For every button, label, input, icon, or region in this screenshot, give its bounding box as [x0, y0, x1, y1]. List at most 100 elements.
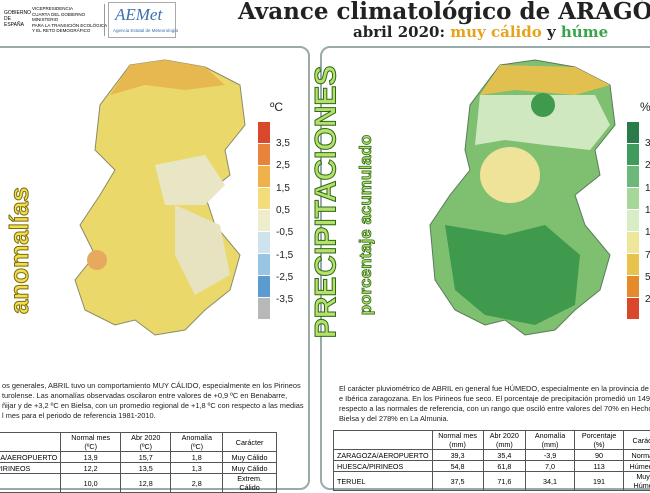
header-cell: Caráct — [624, 431, 650, 450]
legend-swatch — [258, 232, 270, 253]
legend-swatch — [627, 144, 639, 165]
header-cell: Porcentaje (%) — [574, 431, 623, 450]
legend-swatch — [627, 188, 639, 209]
cell: ZA/AEROPUERTO — [0, 452, 61, 463]
legend-label: -0,5 — [276, 227, 293, 238]
header-cell: Carácter — [223, 433, 277, 452]
temperature-text: os generales, ABRIL tuvo un comportamien… — [2, 381, 304, 421]
cell: Extrem. Cálido — [223, 474, 277, 493]
cell: 1,8 — [171, 452, 223, 463]
text-line: turolense. Las anomalías observadas osci… — [2, 391, 304, 401]
text-line: Bielsa y del 278% en La Almunia. — [339, 414, 650, 424]
cell: TERUEL — [334, 472, 433, 491]
cell: 71,6 — [483, 472, 526, 491]
text-line: l mes para el periodo de referencia 1981… — [2, 411, 304, 421]
cell: 113 — [574, 461, 623, 472]
subtitle-c: y — [547, 23, 556, 41]
unit: ºC — [270, 100, 283, 114]
legend-swatch — [258, 298, 270, 319]
legend-swatch — [258, 254, 270, 275]
title: Avance climatológico de ARAGÓ — [238, 0, 650, 25]
precipitation-table: Normal mes (mm)Abr 2020 (mm)Anomalía (mm… — [333, 430, 650, 491]
header-cell: Normal mes (ºC) — [61, 433, 121, 452]
unit: % — [640, 100, 650, 114]
legend-label: 3 — [645, 138, 650, 149]
header-cell: Normal mes (mm) — [432, 431, 483, 450]
precipitation-map — [425, 55, 625, 345]
region-shape — [75, 60, 245, 335]
legend-swatch — [627, 166, 639, 187]
legend-swatch — [258, 144, 270, 165]
side-label: anomalías — [4, 187, 35, 314]
legend-swatch — [627, 210, 639, 231]
header-cell — [0, 433, 61, 452]
text-line: respecto a las normales de referencia, c… — [339, 404, 650, 414]
side-label: PRECIPITACIONES — [309, 66, 343, 339]
legend-label: 2 — [645, 160, 650, 171]
cell: Muy Cálido — [223, 452, 277, 463]
cell: 12,8 — [121, 474, 171, 493]
header-cell: Anomalía (ºC) — [171, 433, 223, 452]
legend-label: 2,5 — [276, 160, 290, 171]
text-line: ñijar y de +3,2 ºC en Bielsa, con un pro… — [2, 401, 304, 411]
legend-label: 2 — [645, 294, 650, 305]
table-header: Normal mes (mm)Abr 2020 (mm)Anomalía (mm… — [334, 431, 650, 450]
cell: 90 — [574, 450, 623, 461]
cell — [0, 474, 61, 493]
subtitle-d: húme — [561, 23, 608, 41]
legend-label: 1 — [645, 227, 650, 238]
legend-label: 3,5 — [276, 138, 290, 149]
table-header: Normal mes (ºC)Abr 2020 (ºC)Anomalía (ºC… — [0, 433, 277, 452]
subtitle: abril 2020: muy cálido y húme — [353, 23, 608, 41]
cell: 35,4 — [483, 450, 526, 461]
cell: 54,8 — [432, 461, 483, 472]
legend-swatch — [627, 232, 639, 253]
cell: 34,1 — [526, 472, 575, 491]
legend-swatch — [627, 298, 639, 319]
gov: GOBIERNO DE ESPAÑA — [4, 10, 26, 28]
legend-swatch — [258, 122, 270, 143]
cell: 7,0 — [526, 461, 575, 472]
legend-label: -1,5 — [276, 250, 293, 261]
cell: -3,9 — [526, 450, 575, 461]
header-cell: Abr 2020 (ºC) — [121, 433, 171, 452]
logo-sub: Agencia Estatal de Meteorología — [113, 28, 178, 33]
gov-line: Y EL RETO DEMOGRÁFICO — [32, 28, 107, 34]
legend-label: -2,5 — [276, 272, 293, 283]
legend-label: 7 — [645, 250, 650, 261]
wet-spot — [531, 93, 555, 117]
legend-label: 5 — [645, 272, 650, 283]
text-line: El carácter pluviométrico de ABRIL en ge… — [339, 384, 650, 394]
temperature-map — [55, 55, 255, 345]
cell: 13,9 — [61, 452, 121, 463]
legend-swatch — [627, 122, 639, 143]
cell: 15,7 — [121, 452, 171, 463]
cell: Normal — [624, 450, 650, 461]
legend-swatch — [258, 188, 270, 209]
cell: 61,8 — [483, 461, 526, 472]
legend-label: -3,5 — [276, 294, 293, 305]
cell: PIRINEOS — [0, 463, 61, 474]
header-cell — [334, 431, 433, 450]
cell: 39,3 — [432, 450, 483, 461]
cell: ZARAGOZA/AEROPUERTO — [334, 450, 433, 461]
north-zone — [480, 65, 610, 95]
temperature-table: Normal mes (ºC)Abr 2020 (ºC)Anomalía (ºC… — [0, 432, 277, 493]
legend-label: 1 — [645, 183, 650, 194]
cell: 191 — [574, 472, 623, 491]
side-sub: porcentaje acumulado — [356, 135, 376, 315]
cell: 1,3 — [171, 463, 223, 474]
cell: Muy Cálido — [223, 463, 277, 474]
legend-label: 0,5 — [276, 205, 290, 216]
aemet-logo: AEMet Agencia Estatal de Meteorología — [108, 2, 176, 38]
dry-zone — [480, 147, 540, 203]
legend-swatch — [627, 254, 639, 275]
cell: 10,0 — [61, 474, 121, 493]
